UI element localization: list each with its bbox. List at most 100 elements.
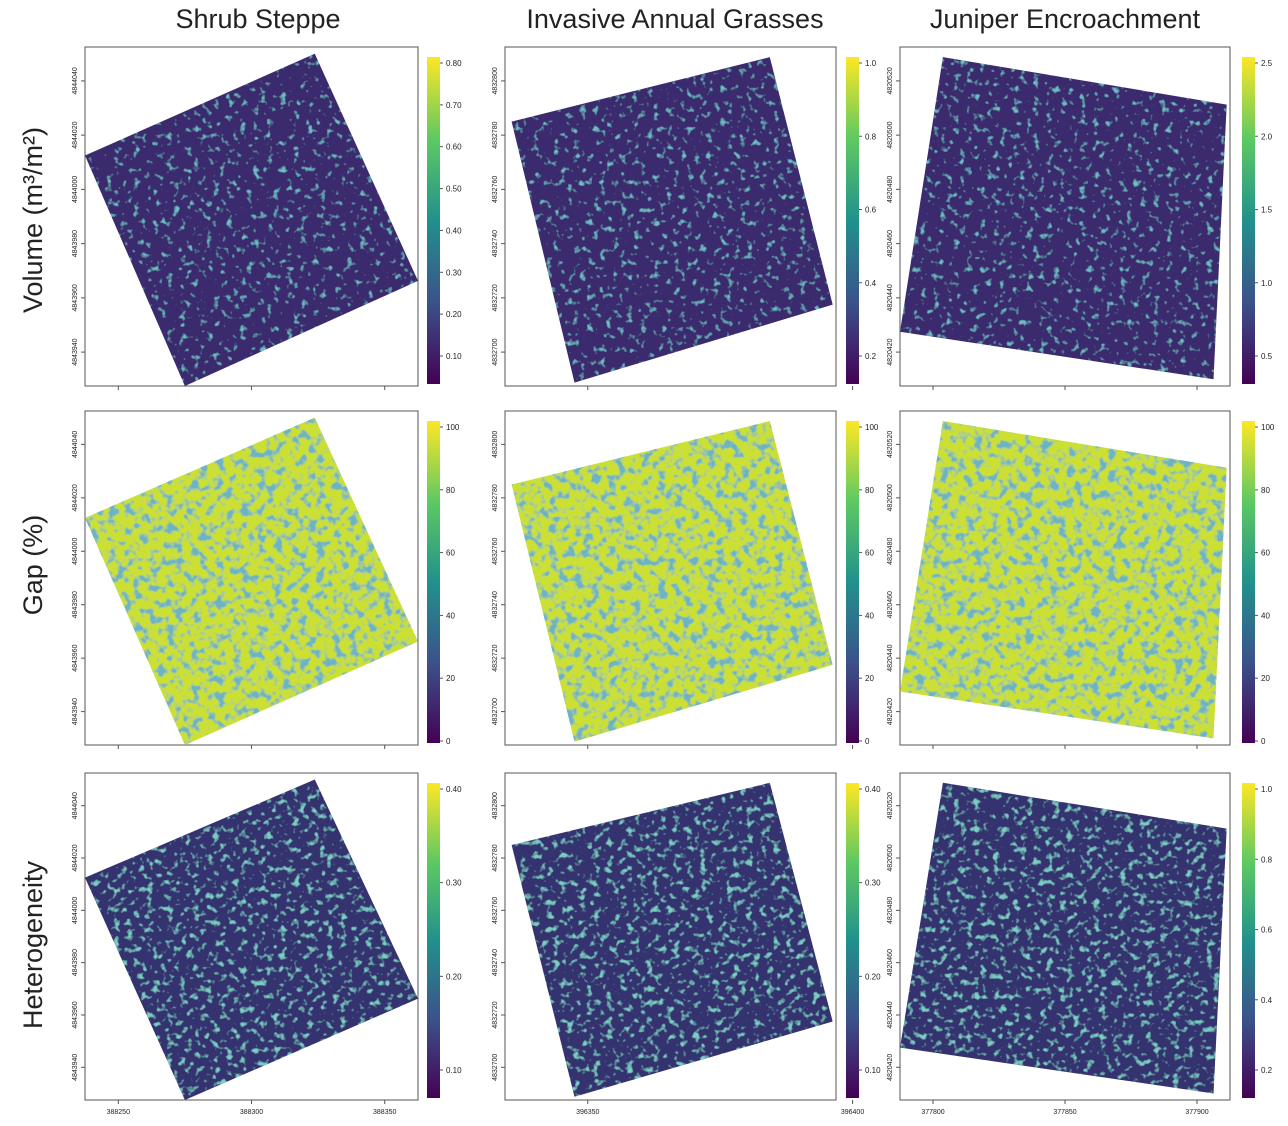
colorbar-tick-label: 0.10 [446,1066,462,1075]
colorbar-tick-label: 100 [446,423,460,432]
y-tick-label: 4844020 [72,844,79,871]
colorbar-tick-label: 0.60 [446,143,462,152]
raster [900,421,1227,738]
colorbar-tick-label: 0.4 [865,279,877,288]
colorbar-tick-label: 0.20 [865,972,881,981]
colorbar-tick-label: 0.30 [446,268,462,277]
y-tick-label: 4820420 [887,1054,894,1081]
colorbar-tick-label: 80 [446,486,455,495]
y-tick-label: 4820440 [887,1001,894,1028]
colorbar-tick-label: 0.50 [446,185,462,194]
colorbar-tick-label: 0.2 [1261,1066,1273,1075]
colorbar [846,783,859,1098]
y-tick-label: 4844020 [72,484,79,511]
colorbar [427,57,440,384]
y-tick-label: 4844020 [72,121,79,148]
row-label: Heterogeneity [18,860,48,1029]
colorbar [1242,57,1255,384]
colorbar-tick-label: 80 [865,486,874,495]
colorbar-tick-label: 0.70 [446,101,462,110]
colorbar-tick-label: 40 [446,611,455,620]
y-tick-label: 4820480 [887,538,894,565]
y-tick-label: 4832740 [492,230,499,257]
y-tick-label: 4832700 [492,338,499,365]
y-tick-label: 4820440 [887,644,894,671]
y-tick-label: 4832800 [492,792,499,819]
y-tick-label: 4820460 [887,230,894,257]
y-tick-label: 4832740 [492,949,499,976]
colorbar-tick-label: 80 [1261,486,1270,495]
y-tick-label: 4832700 [492,1054,499,1081]
y-tick-label: 4832800 [492,67,499,94]
y-tick-label: 4820500 [887,484,894,511]
y-tick-label: 4820420 [887,338,894,365]
colorbar-tick-label: 0.6 [1261,926,1273,935]
colorbar-tick-label: 60 [1261,549,1270,558]
colorbar [427,783,440,1098]
colorbar-tick-label: 0.40 [446,226,462,235]
y-tick-label: 4820520 [887,431,894,458]
column-title: Invasive Annual Grasses [526,4,823,34]
colorbar-tick-label: 0 [1261,737,1266,746]
colorbar [427,421,440,743]
colorbar-tick-label: 1.0 [1261,279,1273,288]
y-tick-label: 4844000 [72,176,79,203]
y-tick-label: 4844040 [72,67,79,94]
y-tick-label: 4820460 [887,591,894,618]
colorbar-tick-label: 20 [1261,674,1270,683]
y-tick-label: 4844000 [72,897,79,924]
colorbar-tick-label: 100 [1261,423,1275,432]
y-tick-label: 4832780 [492,844,499,871]
y-tick-label: 4844040 [72,792,79,819]
colorbar-tick-label: 40 [865,611,874,620]
y-tick-label: 4820500 [887,844,894,871]
colorbar-tick-label: 0.10 [865,1066,881,1075]
raster [900,783,1227,1094]
colorbar-tick-label: 1.0 [865,59,877,68]
colorbar-tick-label: 0.4 [1261,996,1273,1005]
colorbar-tick-label: 0.80 [446,59,462,68]
y-tick-label: 4843960 [72,644,79,671]
y-tick-label: 4820500 [887,121,894,148]
y-tick-label: 4832780 [492,121,499,148]
y-tick-label: 4844040 [72,431,79,458]
y-tick-label: 4820520 [887,792,894,819]
colorbar-tick-label: 0.20 [446,972,462,981]
x-tick-label: 388350 [373,1109,396,1116]
y-tick-label: 4832760 [492,538,499,565]
y-tick-label: 4832760 [492,176,499,203]
x-tick-label: 388250 [107,1109,130,1116]
colorbar-tick-label: 0.6 [865,206,877,215]
y-tick-label: 4832800 [492,431,499,458]
colorbar-tick-label: 0.20 [446,310,462,319]
colorbar-tick-label: 0 [446,737,451,746]
y-tick-label: 4843960 [72,1001,79,1028]
row-label: Gap (%) [18,515,48,616]
colorbar-tick-label: 0.10 [446,352,462,361]
colorbar-tick-label: 0.40 [446,785,462,794]
y-tick-label: 4820480 [887,897,894,924]
x-tick-label: 396350 [576,1109,599,1116]
colorbar-tick-label: 20 [446,674,455,683]
colorbar-tick-label: 0.2 [865,352,877,361]
column-title: Shrub Steppe [175,4,340,34]
y-tick-label: 4843980 [72,949,79,976]
y-tick-label: 4844000 [72,538,79,565]
colorbar-tick-label: 0.30 [446,879,462,888]
colorbar-tick-label: 0.5 [1261,352,1273,361]
y-tick-label: 4843940 [72,698,79,725]
y-tick-label: 4820420 [887,698,894,725]
colorbar-tick-label: 60 [865,549,874,558]
x-tick-label: 396400 [841,1109,864,1116]
y-tick-label: 4820460 [887,949,894,976]
raster [900,57,1227,379]
colorbar-tick-label: 0.8 [1261,855,1273,864]
y-tick-label: 4832760 [492,897,499,924]
y-tick-label: 4843980 [72,230,79,257]
colorbar-tick-label: 2.5 [1261,59,1273,68]
x-tick-label: 377900 [1185,1109,1208,1116]
y-tick-label: 4843980 [72,591,79,618]
y-tick-label: 4820520 [887,67,894,94]
y-tick-label: 4843940 [72,338,79,365]
colorbar [1242,421,1255,743]
